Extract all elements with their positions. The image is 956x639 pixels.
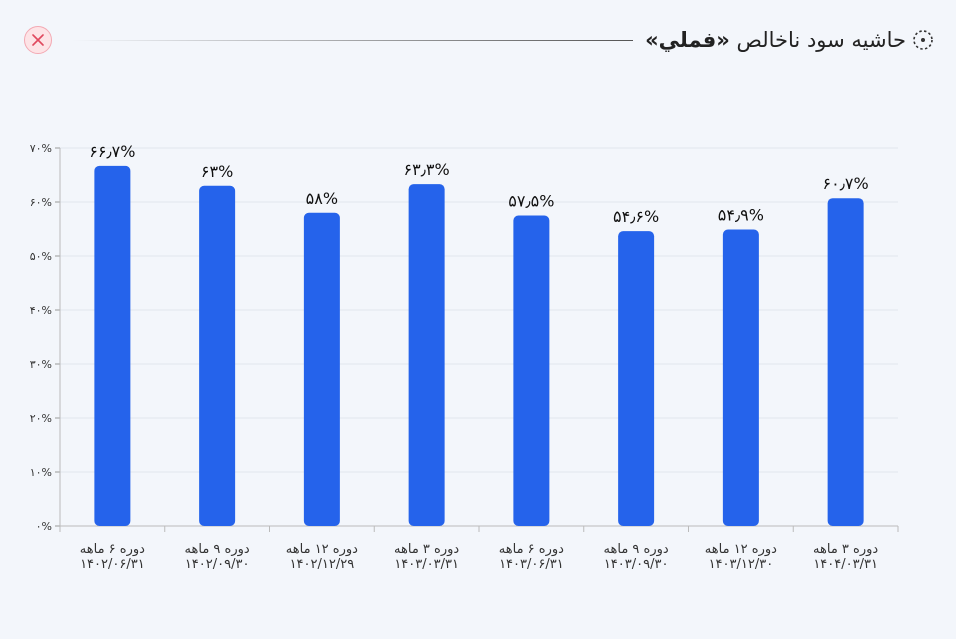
x-category-date: ۱۴۰۴/۰۳/۳۱ — [813, 557, 878, 572]
dotted-circle-icon — [913, 30, 933, 50]
x-category-date: ۱۴۰۳/۰۶/۳۱ — [499, 557, 564, 572]
x-category-label: دوره ۶ ماهه — [499, 542, 564, 557]
title-text: حاشیه سود ناخالص «فملي» — [645, 28, 906, 52]
x-category-label: دوره ۳ ماهه — [813, 542, 878, 557]
x-category-label: دوره ۳ ماهه — [394, 542, 459, 557]
x-category-label: دوره ۹ ماهه — [185, 542, 250, 557]
bar — [303, 212, 340, 527]
chart-header: حاشیه سود ناخالص «فملي» — [24, 20, 934, 60]
bar-value-label: ۵۴٫۹% — [718, 206, 764, 225]
bar — [199, 185, 236, 527]
x-category-label: دوره ۶ ماهه — [80, 542, 145, 557]
x-category-label: دوره ۹ ماهه — [604, 542, 669, 557]
x-category-label: دوره ۱۲ ماهه — [286, 542, 358, 557]
bar — [513, 215, 550, 526]
bar — [618, 231, 655, 526]
x-category-date: ۱۴۰۳/۱۲/۳۰ — [709, 557, 774, 572]
x-category-date: ۱۴۰۳/۰۹/۳۰ — [604, 557, 669, 572]
y-tick-label: ۴۰% — [30, 304, 52, 317]
bar — [722, 229, 759, 527]
y-tick-label: ۲۰% — [30, 412, 52, 425]
bar-value-label: ۶۰٫۷% — [823, 174, 869, 193]
bar-value-label: ۶۳٫۳% — [404, 160, 450, 179]
bar-value-label: ۵۷٫۵% — [508, 192, 554, 211]
x-category-date: ۱۴۰۲/۰۹/۳۰ — [185, 557, 250, 572]
title-main: حاشیه سود ناخالص — [736, 28, 906, 52]
bar — [408, 184, 445, 526]
y-tick-label: ۷۰% — [30, 142, 52, 155]
bar-value-label: ۶۳% — [201, 162, 233, 181]
y-tick-label: ۶۰% — [30, 196, 52, 209]
bar-value-label: ۵۸% — [306, 189, 338, 208]
x-category-date: ۱۴۰۳/۰۳/۳۱ — [394, 557, 459, 572]
close-button[interactable] — [24, 26, 52, 54]
bar-value-label: ۵۴٫۶% — [613, 207, 659, 226]
title-symbol: «فملي» — [645, 28, 730, 52]
y-tick-label: ۵۰% — [30, 250, 52, 263]
x-category-date: ۱۴۰۲/۱۲/۲۹ — [290, 557, 355, 572]
y-tick-label: ۱۰% — [30, 466, 52, 479]
chart-title: حاشیه سود ناخالص «فملي» — [645, 28, 934, 52]
y-tick-label: ۰% — [36, 520, 52, 533]
x-category-label: دوره ۱۲ ماهه — [705, 542, 777, 557]
bar — [94, 165, 131, 526]
close-icon — [32, 34, 44, 46]
bar — [827, 198, 864, 526]
bar-value-label: ۶۶٫۷% — [89, 142, 135, 161]
x-category-date: ۱۴۰۲/۰۶/۳۱ — [80, 557, 145, 572]
header-divider — [72, 39, 634, 41]
y-tick-label: ۳۰% — [30, 358, 52, 371]
